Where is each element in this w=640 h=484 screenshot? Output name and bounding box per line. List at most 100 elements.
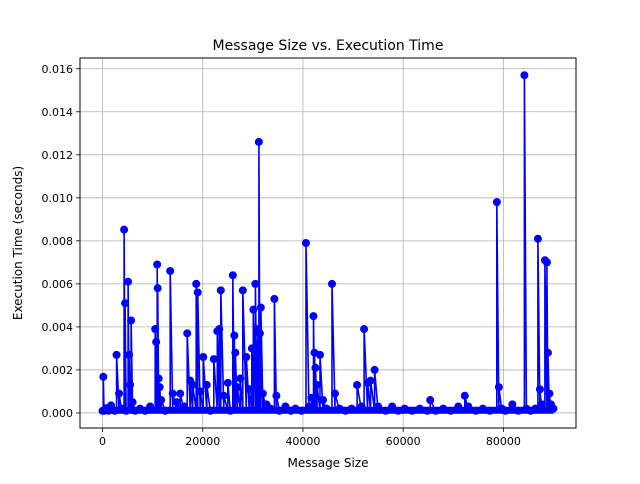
data-point xyxy=(388,402,397,411)
data-point xyxy=(115,389,124,398)
data-point xyxy=(471,406,480,415)
data-point xyxy=(168,389,177,398)
data-point xyxy=(172,398,181,407)
data-point xyxy=(322,404,331,413)
data-point xyxy=(275,406,284,415)
data-point xyxy=(242,353,251,362)
axes-frame xyxy=(79,57,577,429)
y-axis-label: Execution Time (seconds) xyxy=(11,166,25,320)
data-point xyxy=(309,312,318,321)
y-tick-label: 0.002 xyxy=(42,364,74,377)
data-point xyxy=(533,234,542,243)
data-point xyxy=(228,271,237,280)
data-point xyxy=(153,260,162,269)
data-point xyxy=(230,331,239,340)
y-tick-label: 0.016 xyxy=(42,63,74,76)
data-point xyxy=(238,286,247,295)
data-point xyxy=(199,353,208,362)
y-tick-label: 0.000 xyxy=(42,407,74,420)
data-point xyxy=(535,385,544,394)
data-point xyxy=(501,406,510,415)
data-point xyxy=(301,239,310,247)
data-point xyxy=(315,350,324,359)
y-tick-label: 0.012 xyxy=(42,149,74,162)
data-point xyxy=(121,299,130,308)
y-tick-label: 0.008 xyxy=(42,235,74,248)
data-point xyxy=(520,71,529,80)
data-point xyxy=(255,329,264,338)
data-point xyxy=(366,376,375,385)
data-point xyxy=(374,402,383,411)
data-point xyxy=(370,365,379,374)
data-point xyxy=(128,398,137,407)
x-tick-label: 60000 xyxy=(386,435,421,448)
data-point xyxy=(192,279,201,288)
data-point xyxy=(328,279,337,288)
chart-title: Message Size vs. Execution Time xyxy=(213,38,444,54)
data-point xyxy=(206,406,215,415)
series-layer xyxy=(98,71,558,415)
data-point xyxy=(151,325,160,334)
data-point xyxy=(454,402,463,411)
data-point xyxy=(394,406,403,415)
data-point xyxy=(537,400,546,409)
data-point xyxy=(400,404,409,413)
data-point xyxy=(318,396,327,405)
data-point xyxy=(485,406,494,415)
data-point xyxy=(125,350,134,359)
data-point xyxy=(381,406,390,415)
data-point xyxy=(514,406,523,415)
data-point xyxy=(549,404,558,413)
data-point xyxy=(120,225,129,234)
data-point xyxy=(270,294,279,303)
data-point xyxy=(272,391,281,400)
data-point xyxy=(508,400,517,409)
data-point xyxy=(256,303,265,312)
data-point xyxy=(492,198,501,207)
data-point xyxy=(460,391,469,400)
data-point xyxy=(307,393,316,402)
data-point xyxy=(249,305,258,314)
data-point xyxy=(152,337,161,346)
data-point xyxy=(347,404,356,413)
data-point xyxy=(233,383,242,392)
data-point xyxy=(146,402,155,411)
data-point xyxy=(431,406,440,415)
x-axis-label: Message Size xyxy=(287,456,368,470)
data-point xyxy=(193,288,202,297)
data-point xyxy=(157,396,166,405)
data-point xyxy=(335,404,344,413)
data-point xyxy=(542,258,551,267)
data-point xyxy=(226,406,235,415)
data-point xyxy=(112,350,121,359)
data-point xyxy=(245,385,254,394)
data-point xyxy=(304,402,313,411)
data-point xyxy=(423,406,432,415)
data-point xyxy=(236,374,245,383)
data-point xyxy=(258,389,267,398)
data-point xyxy=(545,389,554,398)
data-point xyxy=(219,391,228,400)
data-point xyxy=(216,286,225,295)
x-tick-label: 0 xyxy=(99,435,106,448)
data-point xyxy=(531,404,540,413)
data-point xyxy=(312,380,321,389)
data-point xyxy=(209,355,218,364)
data-point xyxy=(99,372,108,381)
data-point xyxy=(155,383,164,392)
data-point xyxy=(408,406,417,415)
data-point xyxy=(331,389,340,398)
data-point xyxy=(166,266,175,275)
data-point xyxy=(180,402,189,411)
data-point xyxy=(124,277,133,286)
data-point xyxy=(426,396,435,405)
data-point xyxy=(341,406,350,415)
plot-data-layer xyxy=(98,71,558,415)
data-point xyxy=(357,402,366,411)
data-point xyxy=(311,363,320,372)
data-point xyxy=(446,406,455,415)
data-point xyxy=(176,389,185,398)
data-point xyxy=(196,387,205,396)
